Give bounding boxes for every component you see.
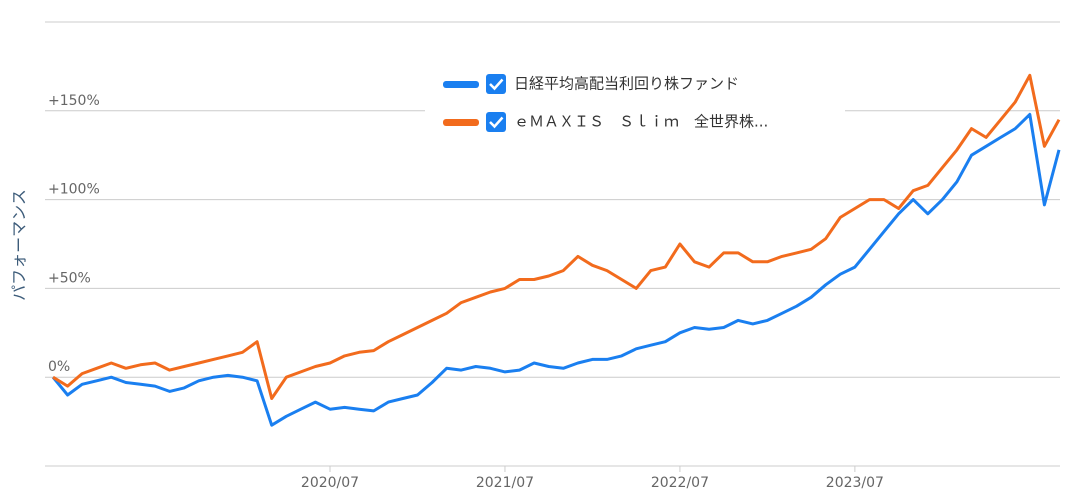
legend-label: 日経平均高配当利回り株ファンド [514,75,739,93]
checkmark [489,116,504,129]
y-tick-label: 0% [48,359,70,375]
legend-swatch [443,119,479,126]
checkbox[interactable] [486,74,506,94]
series-line [52,73,1061,400]
legend-item[interactable]: 日経平均高配当利回り株ファンド [443,74,739,94]
checkbox[interactable] [486,112,506,132]
legend-item[interactable]: ｅＭＡＸＩＳ Ｓｌｉｍ 全世界株... [443,112,768,132]
series-line [51,112,1061,427]
checkmark [489,78,504,91]
y-tick-label: +150% [48,93,100,109]
x-tick-label: 2022/07 [651,475,709,491]
x-tick-label: 2021/07 [476,475,534,491]
x-tick-label: 2023/07 [826,475,884,491]
y-tick-label: +50% [48,270,91,286]
y-axis-title: パフォーマンス [10,189,29,301]
y-tick-label: +100% [48,182,100,198]
x-tick-label: 2020/07 [301,475,359,491]
legend-label: ｅＭＡＸＩＳ Ｓｌｉｍ 全世界株... [514,113,768,131]
legend-swatch [443,81,479,88]
legend: 日経平均高配当利回り株ファンド ｅＭＡＸＩＳ Ｓｌｉｍ 全世界株... [425,64,845,142]
